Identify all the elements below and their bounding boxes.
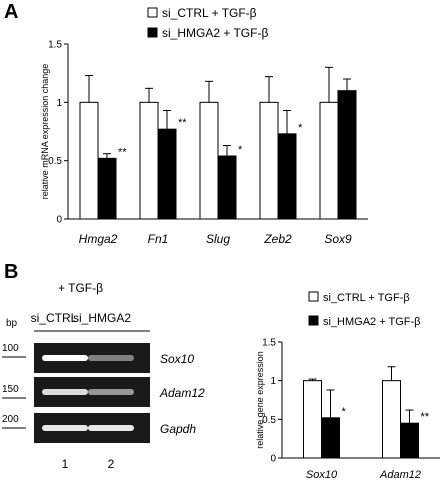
legend-swatch-ctrl [147, 7, 158, 18]
bp-marker-label: 100 [2, 343, 19, 354]
y-tick-label: 1 [270, 376, 276, 387]
bar-hmga2 [321, 417, 340, 459]
lane-number: 2 [108, 457, 115, 471]
bar-ctrl [303, 380, 322, 459]
legend-label: si_CTRL + TGF-β [323, 292, 410, 304]
panel-a-letter: A [4, 1, 18, 23]
bp-marker-label: 150 [2, 384, 19, 395]
lane-label-hmga2: si_HMGA2 [73, 311, 131, 325]
legend-swatch-hmga2 [308, 315, 319, 326]
bar-ctrl [79, 101, 99, 220]
bar-ctrl [319, 101, 339, 220]
gel-band [88, 389, 134, 395]
bar-hmga2 [157, 128, 177, 220]
gene-label: Gapdh [160, 422, 196, 436]
gel-band [42, 389, 88, 395]
significance-marker: ** [421, 411, 430, 423]
bar-hmga2 [400, 422, 419, 459]
bar-hmga2 [97, 157, 117, 220]
legend-swatch-hmga2 [147, 27, 158, 38]
lane-number: 1 [62, 457, 69, 471]
significance-marker: * [298, 122, 303, 134]
bp-marker-label: 200 [2, 414, 19, 425]
bar-ctrl [199, 101, 219, 220]
y-axis-label: relative gene expression [255, 351, 265, 449]
bar-hmga2 [217, 155, 237, 220]
y-tick-label: 0 [270, 454, 276, 465]
category-label: Hmga2 [79, 232, 118, 246]
y-axis-label: relative mRNA expression change [40, 64, 50, 200]
gene-label: Adam12 [159, 386, 205, 400]
gene-label: Sox10 [160, 352, 194, 366]
y-tick-label: 0.5 [48, 156, 62, 167]
y-tick-label: 1.5 [48, 40, 62, 51]
lane-label-ctrl: si_CTRL [31, 311, 78, 325]
bar-hmga2 [337, 90, 357, 220]
legend-label: si_HMGA2 + TGF-β [323, 316, 421, 328]
category-label: Sox9 [324, 232, 352, 246]
significance-marker: ** [178, 117, 187, 129]
y-tick-label: 0 [56, 215, 62, 226]
significance-marker: ** [118, 146, 127, 158]
y-tick-label: 1 [56, 98, 62, 109]
panel-b-letter: B [4, 261, 18, 283]
legend-swatch-ctrl [308, 291, 319, 302]
gel-band [42, 355, 88, 361]
bar-hmga2 [277, 133, 297, 220]
y-tick-label: 0.5 [262, 415, 276, 426]
category-label: Sox10 [306, 469, 338, 481]
bar-ctrl [139, 101, 159, 220]
category-label: Fn1 [148, 232, 169, 246]
y-tick-label: 1.5 [262, 338, 276, 349]
category-label: Zeb2 [263, 232, 292, 246]
chart-b: 0 0.5 1 1.5 relative gene expression * Sox10 **… [255, 291, 440, 481]
bar-ctrl [259, 101, 279, 220]
gel-band [42, 425, 88, 431]
legend-label: si_HMGA2 + TGF-β [162, 26, 268, 40]
bp-label: bp [6, 318, 18, 329]
category-label: Slug [206, 232, 230, 246]
category-label: Adam12 [379, 469, 421, 481]
chart-a: 0 0.5 1 1.5 relative mRNA expression change *… [40, 6, 368, 246]
treatment-label: + TGF-β [58, 281, 103, 295]
significance-marker: * [342, 406, 347, 418]
legend-label: si_CTRL + TGF-β [162, 6, 257, 20]
bar-ctrl [382, 380, 401, 459]
significance-marker: * [238, 144, 243, 156]
gel-band [88, 355, 134, 361]
gel-band [88, 425, 134, 431]
